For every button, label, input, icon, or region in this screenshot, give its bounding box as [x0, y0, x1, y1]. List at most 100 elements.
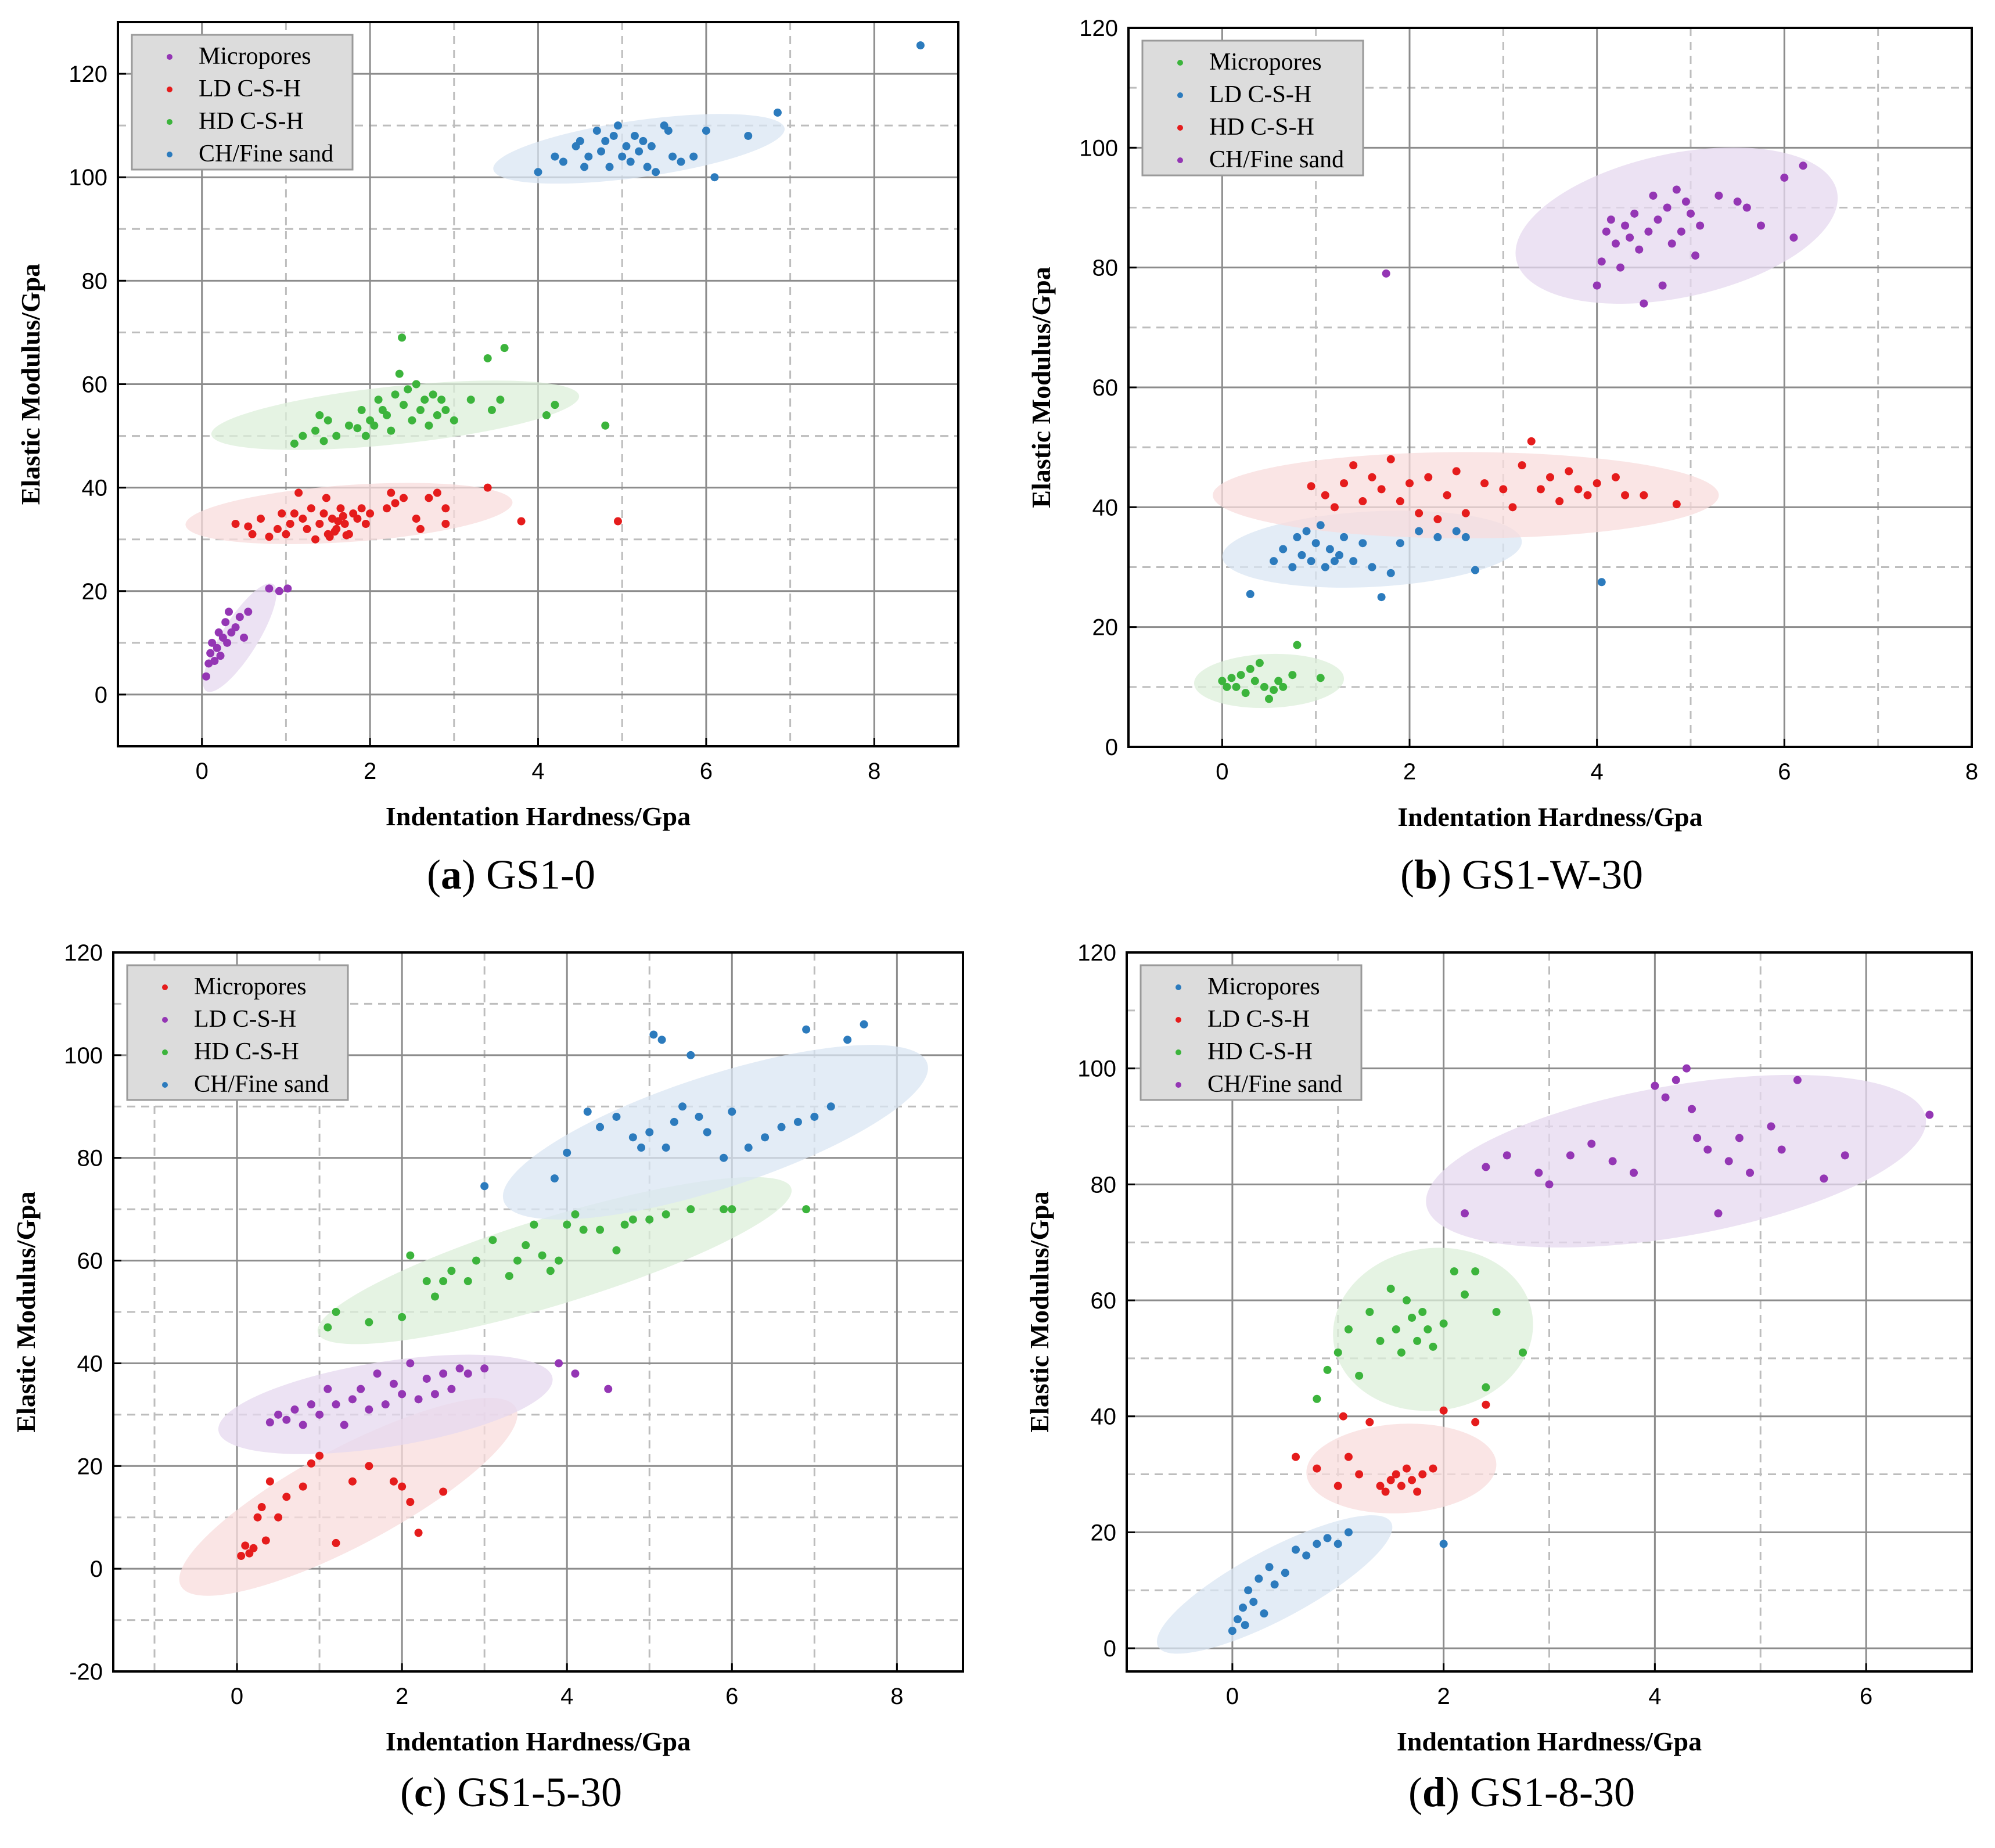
legend-label: CH/Fine sand	[1207, 1071, 1342, 1098]
data-point	[447, 1385, 456, 1393]
data-point	[1227, 674, 1236, 682]
data-point	[282, 1415, 291, 1424]
data-point	[398, 1482, 407, 1491]
data-point	[391, 390, 400, 399]
data-point	[1757, 221, 1765, 230]
legend-marker	[167, 119, 172, 125]
data-point	[1270, 1580, 1279, 1589]
data-point	[1693, 1134, 1702, 1142]
data-point	[257, 1503, 266, 1512]
legend-marker	[162, 1017, 168, 1023]
data-point	[1450, 1267, 1458, 1276]
data-point	[299, 1421, 307, 1429]
data-point	[315, 1451, 324, 1460]
data-point	[613, 121, 622, 130]
data-point	[1232, 682, 1241, 691]
data-point	[1397, 1482, 1406, 1490]
data-point	[235, 613, 244, 621]
data-point	[311, 426, 320, 435]
data-point	[1672, 1076, 1680, 1084]
data-point	[353, 515, 362, 523]
data-point	[744, 131, 753, 140]
data-point	[1292, 1545, 1300, 1554]
data-point	[303, 524, 311, 533]
data-point	[348, 1477, 357, 1486]
y-tick-label: 60	[82, 372, 108, 398]
data-point	[1386, 569, 1395, 577]
data-point	[332, 1308, 340, 1316]
data-point	[843, 1036, 852, 1044]
data-point	[645, 1215, 654, 1224]
data-point	[370, 421, 379, 430]
data-point	[596, 1225, 605, 1234]
data-point	[1313, 1394, 1321, 1403]
data-point	[597, 147, 606, 156]
data-point	[221, 618, 230, 627]
data-point	[1593, 479, 1601, 488]
y-axis-label: Elastic Modulus/Gpa	[16, 264, 45, 505]
data-point	[265, 1477, 274, 1486]
data-point	[429, 390, 437, 399]
data-point	[1255, 659, 1264, 667]
data-point	[563, 1148, 571, 1157]
data-point	[1365, 1418, 1374, 1426]
data-point	[1733, 197, 1742, 206]
data-point	[1415, 509, 1424, 517]
ellipse-ch-fine-sand	[1426, 1074, 1926, 1248]
data-point	[1703, 1145, 1712, 1154]
data-point	[702, 127, 710, 135]
data-point	[1377, 485, 1386, 494]
data-point	[1368, 473, 1376, 481]
data-point	[416, 406, 425, 415]
y-tick-label: 60	[77, 1249, 103, 1274]
data-point	[1279, 545, 1288, 553]
data-point	[466, 396, 475, 404]
data-point	[406, 1359, 415, 1368]
data-point	[1424, 1325, 1432, 1333]
data-point	[1499, 485, 1508, 494]
data-point	[1265, 695, 1273, 703]
data-point	[576, 136, 584, 145]
x-tick-label: 6	[1860, 1684, 1872, 1709]
data-point	[1439, 1406, 1448, 1415]
caption-text: ) GS1-5-30	[433, 1769, 622, 1815]
caption-open-paren: (	[1400, 851, 1414, 898]
data-point	[357, 1385, 365, 1393]
data-point	[1344, 1452, 1353, 1461]
data-point	[1606, 215, 1615, 224]
legend-label: HD C-S-H	[199, 108, 304, 135]
data-point	[1365, 1308, 1374, 1316]
panel-caption: (d) GS1-8-30	[1408, 1769, 1635, 1815]
data-point	[325, 533, 334, 541]
data-point	[1519, 1348, 1527, 1357]
data-point	[1597, 257, 1606, 266]
data-point	[1793, 1076, 1802, 1084]
data-point	[1616, 263, 1624, 272]
data-point	[613, 517, 622, 526]
data-point	[620, 1220, 629, 1229]
data-point	[361, 519, 370, 528]
data-point	[1461, 1290, 1469, 1299]
data-point	[1714, 1209, 1723, 1218]
x-tick-label: 2	[396, 1684, 408, 1709]
data-point	[241, 1541, 250, 1550]
x-tick-label: 2	[1403, 759, 1416, 785]
data-point	[1323, 1534, 1332, 1543]
data-point	[596, 1123, 605, 1131]
data-point	[1279, 682, 1288, 691]
data-point	[1241, 689, 1250, 698]
data-point	[480, 1182, 489, 1191]
data-point	[1397, 1348, 1406, 1357]
y-tick-label: 120	[64, 940, 103, 966]
y-tick-label: 100	[1077, 1056, 1116, 1082]
y-tick-label: 40	[1091, 1404, 1117, 1430]
legend-marker	[167, 54, 172, 60]
legend-label: Micropores	[1207, 973, 1320, 1000]
data-point	[1667, 239, 1676, 248]
y-tick-label: 80	[82, 268, 108, 294]
data-point	[433, 411, 441, 419]
panel-caption: (a) GS1-0	[427, 851, 595, 898]
data-point	[1611, 473, 1620, 481]
data-point	[365, 1462, 373, 1471]
data-point	[649, 1030, 658, 1039]
